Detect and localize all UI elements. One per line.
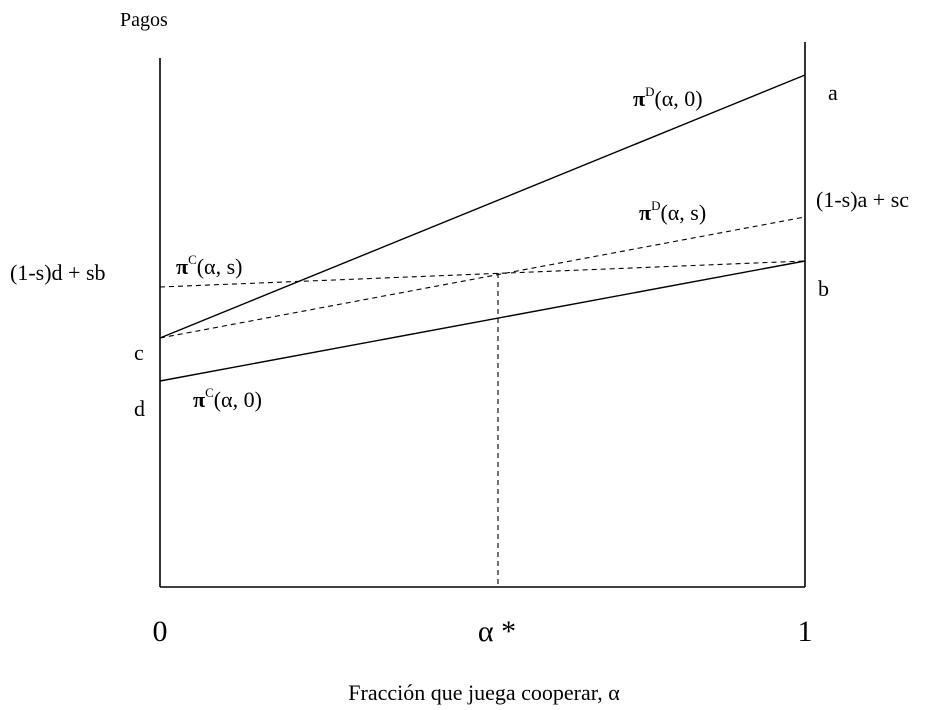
label-defect-pure: πD(α, 0) <box>633 84 703 111</box>
line-defect-mixed <box>159 216 806 339</box>
line-defect-pure <box>159 74 806 339</box>
right-label-mixed-d: (1-s)a + sc <box>816 187 909 212</box>
y-axis-title: Pagos <box>120 9 168 31</box>
right-label-a: a <box>828 80 838 105</box>
x-tick-alpha-star: α * <box>478 615 516 648</box>
left-label-mixed-c: (1-s)d + sb <box>10 260 106 285</box>
right-label-b: b <box>818 276 829 301</box>
x-axis-title: Fracción que juega cooperar, α <box>348 680 620 705</box>
label-defect-mixed: πD(α, s) <box>639 198 706 225</box>
left-label-d: d <box>134 396 145 421</box>
label-coop-pure: πC(α, 0) <box>193 385 262 412</box>
label-coop-mixed: πC(α, s) <box>176 252 242 279</box>
left-label-c: c <box>134 340 144 365</box>
x-tick-one: 1 <box>798 615 813 648</box>
line-coop-mixed <box>159 260 806 288</box>
line-coop-pure <box>159 260 806 382</box>
x-tick-zero: 0 <box>153 615 168 648</box>
